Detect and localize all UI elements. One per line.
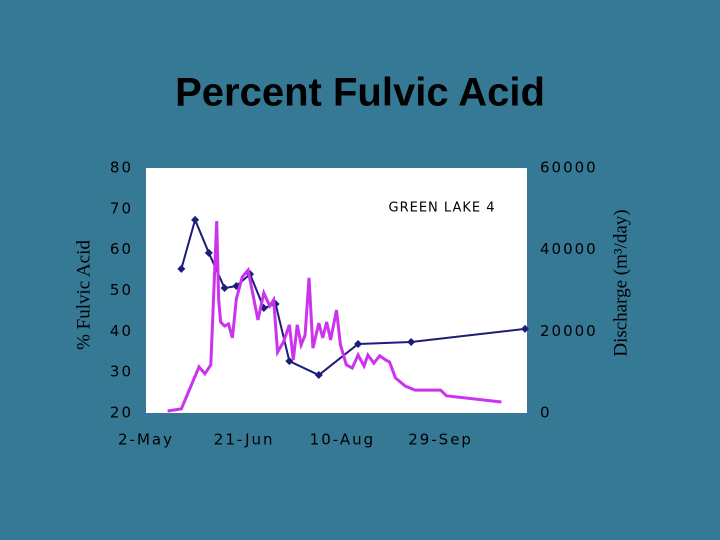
x-tick-label: 21-Jun bbox=[214, 431, 275, 449]
y-tick-label: 60 bbox=[110, 240, 133, 258]
y-tick-label: 30 bbox=[110, 363, 133, 381]
data-point bbox=[204, 248, 213, 257]
data-point bbox=[177, 264, 186, 273]
chart-title: Percent Fulvic Acid bbox=[175, 71, 545, 115]
y2-tick-label: 60000 bbox=[540, 159, 598, 177]
series-line bbox=[167, 221, 502, 413]
x-tick-label: 10-Aug bbox=[310, 431, 375, 449]
data-point bbox=[354, 339, 363, 348]
y-tick-label: 80 bbox=[110, 159, 133, 177]
data-point bbox=[521, 324, 530, 333]
y2-axis-label: Discharge (m³/day) bbox=[610, 209, 631, 356]
y-tick-label: 70 bbox=[110, 199, 133, 217]
y-tick-label: 50 bbox=[110, 281, 133, 299]
data-point bbox=[407, 337, 416, 346]
data-point bbox=[191, 215, 200, 224]
annotation: GREEN LAKE 4 bbox=[389, 201, 496, 216]
x-tick-label: 2-May bbox=[118, 431, 174, 449]
y2-tick-label: 0 bbox=[540, 404, 552, 422]
y-tick-label: 20 bbox=[110, 404, 133, 422]
data-point bbox=[220, 284, 229, 293]
y2-tick-label: 40000 bbox=[540, 240, 598, 258]
x-tick-label: 29-Sep bbox=[408, 431, 473, 449]
data-point bbox=[314, 371, 323, 380]
plot-area bbox=[146, 168, 527, 413]
y-axis-label: % Fulvic Acid bbox=[73, 240, 94, 350]
data-point bbox=[285, 357, 294, 366]
y-tick-label: 40 bbox=[110, 322, 133, 340]
y2-tick-label: 20000 bbox=[540, 322, 598, 340]
